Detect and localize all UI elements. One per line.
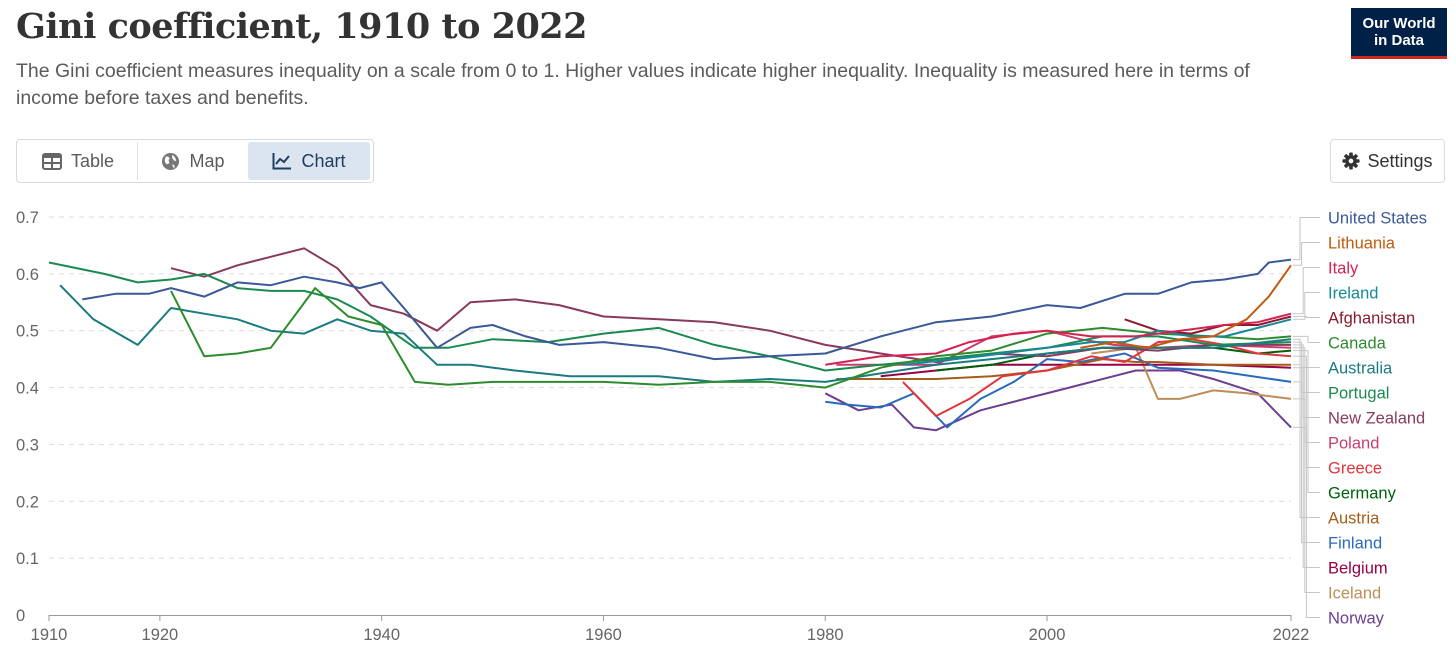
series-line-lithuania[interactable] (1080, 264, 1292, 349)
legend-label-new-zealand[interactable]: New Zealand (1328, 410, 1425, 428)
series-line-australia[interactable] (59, 284, 1292, 383)
series-line-canada[interactable] (170, 287, 1292, 389)
legend-label-lithuania[interactable]: Lithuania (1328, 235, 1396, 253)
settings-label: Settings (1367, 150, 1433, 171)
x-axis: 1910 1920 1940 1960 1980 2000 2022 (31, 615, 1310, 644)
legend-connector (1293, 426, 1320, 618)
legend-label-greece[interactable]: Greece (1328, 460, 1382, 478)
tab-map[interactable]: Map (137, 142, 248, 180)
legend-connector (1293, 381, 1320, 543)
legend-connector (1293, 316, 1320, 318)
series-line-norway[interactable] (824, 369, 1292, 432)
grid-layer (49, 216, 1291, 559)
x-tick-label: 1920 (142, 626, 179, 644)
view-tabs: Table Map Chart (16, 139, 374, 183)
tab-table-label: Table (70, 150, 115, 171)
y-tick-label: 0.5 (16, 323, 39, 341)
legend-label-germany[interactable]: Germany (1328, 485, 1397, 503)
x-tick-label: 2022 (1273, 626, 1310, 644)
x-tick-label: 1960 (585, 626, 622, 644)
legend-connector (1293, 242, 1320, 266)
legend-label-poland[interactable]: Poland (1328, 435, 1379, 453)
legend-label-finland[interactable]: Finland (1328, 535, 1382, 553)
legend-connector (1293, 217, 1320, 261)
legend-connector (1293, 364, 1320, 518)
series-layer (48, 247, 1292, 432)
y-tick-label: 0.3 (16, 436, 39, 454)
x-tick-label: 2000 (1029, 626, 1066, 644)
globe-icon (162, 152, 180, 170)
series-line-united-states[interactable] (82, 258, 1292, 361)
y-tick-label: 0.6 (16, 266, 39, 284)
y-tick-label: 0.2 (16, 493, 39, 511)
y-tick-label: 0.4 (16, 380, 39, 398)
legend-connector (1293, 338, 1320, 368)
series-line-italy[interactable] (825, 312, 1292, 366)
series-line-new-zealand[interactable] (170, 247, 1291, 363)
legend-label-canada[interactable]: Canada (1328, 335, 1387, 353)
x-tick-label: 1910 (31, 626, 68, 644)
chart-title: Gini coefficient, 1910 to 2022 (16, 6, 588, 47)
legend-label-afghanistan[interactable]: Afghanistan (1328, 310, 1415, 328)
legend-label-belgium[interactable]: Belgium (1328, 560, 1388, 578)
legend-connector (1293, 398, 1320, 593)
table-icon (41, 152, 62, 170)
tab-chart[interactable]: Chart (248, 142, 370, 180)
gear-icon (1342, 152, 1361, 170)
legend: United States Lithuania Italy Ireland Afghan… (1293, 210, 1427, 628)
legend-connector (1293, 292, 1320, 320)
x-tick-label: 1940 (363, 626, 400, 644)
logo-line-1: Our World (1362, 15, 1436, 32)
legend-label-united-states[interactable]: United States (1328, 210, 1427, 228)
series-line-finland[interactable] (825, 352, 1292, 429)
legend-label-austria[interactable]: Austria (1328, 510, 1380, 528)
legend-label-ireland[interactable]: Ireland (1328, 285, 1378, 303)
tab-table[interactable]: Table (19, 142, 137, 180)
legend-connector (1293, 267, 1320, 315)
owid-logo[interactable]: Our World in Data (1351, 8, 1447, 59)
legend-connector (1293, 367, 1320, 568)
tab-map-label: Map (189, 150, 225, 171)
tab-chart-label: Chart (301, 150, 346, 171)
legend-connector (1293, 335, 1320, 343)
chart-subtitle: The Gini coefficient measures inequality… (16, 60, 1250, 109)
y-tick-label: 0 (16, 607, 25, 625)
legend-connector (1293, 347, 1320, 443)
legend-connector (1293, 355, 1320, 468)
y-tick-label: 0.1 (16, 550, 39, 568)
legend-label-portugal[interactable]: Portugal (1328, 385, 1389, 403)
legend-label-australia[interactable]: Australia (1328, 360, 1393, 378)
legend-label-norway[interactable]: Norway (1328, 610, 1385, 628)
legend-connector (1293, 350, 1320, 493)
logo-line-2: in Data (1373, 32, 1424, 49)
legend-label-italy[interactable]: Italy (1328, 260, 1359, 278)
gini-line-chart: 00.10.20.30.40.50.60.7 1910 1920 1940 1960 1… (16, 209, 1427, 644)
y-axis: 0 0.1 0.2 0.3 0.4 0.5 0.6 0.7 (16, 209, 39, 625)
series-line-afghanistan[interactable] (1124, 315, 1292, 335)
settings-button[interactable]: Settings (1330, 139, 1445, 183)
x-tick-label: 1980 (807, 626, 844, 644)
y-tick-label: 0.7 (16, 209, 39, 227)
legend-label-iceland[interactable]: Iceland (1328, 585, 1381, 603)
line-chart-icon (272, 153, 292, 170)
